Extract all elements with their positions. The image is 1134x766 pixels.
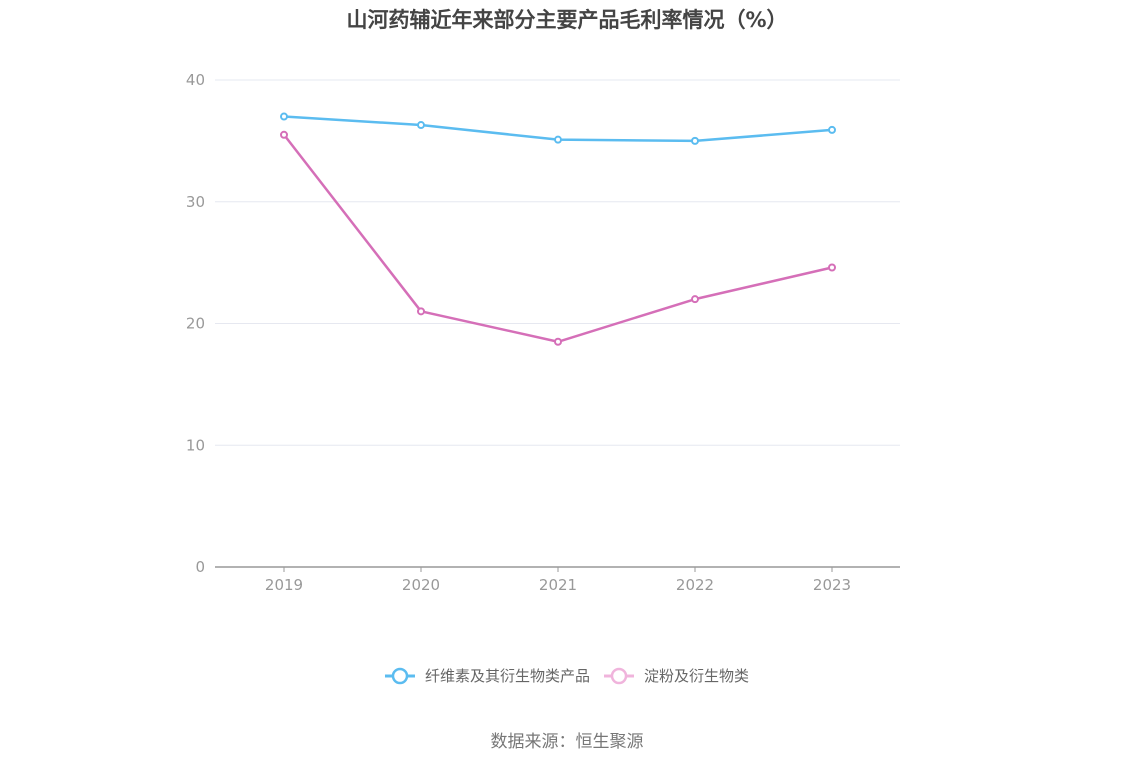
series-line-2 — [283, 134, 833, 344]
y-axis: 0 10 20 30 40 — [186, 71, 205, 576]
series-layer — [280, 112, 836, 346]
grid — [215, 79, 900, 446]
data-point — [280, 112, 288, 121]
data-point — [691, 136, 699, 145]
data-point — [417, 121, 425, 130]
y-tick-label: 40 — [186, 71, 205, 89]
x-tick-label: 2020 — [402, 576, 440, 594]
legend-item-2[interactable]: 淀粉及衍生物类 — [604, 667, 749, 685]
data-point — [828, 263, 836, 272]
x-tick-label: 2023 — [813, 576, 851, 594]
y-tick-label: 0 — [195, 558, 205, 576]
x-axis: 2019 2020 2021 2022 2023 — [215, 566, 900, 594]
y-tick-label: 30 — [186, 193, 205, 211]
legend-marker-circle — [610, 667, 628, 685]
data-point — [554, 135, 562, 144]
data-point — [554, 337, 562, 346]
source-note: 数据来源：恒生聚源 — [491, 732, 644, 752]
legend-item-1[interactable]: 纤维素及其衍生物类产品 — [384, 667, 590, 685]
x-tick-label: 2019 — [265, 576, 303, 594]
legend[interactable]: 纤维素及其衍生物类产品 淀粉及衍生物类 — [384, 667, 749, 685]
y-tick-label: 10 — [186, 436, 205, 454]
data-point — [828, 125, 836, 134]
legend-label: 淀粉及衍生物类 — [644, 667, 749, 685]
x-tick-label: 2021 — [539, 576, 577, 594]
data-point — [417, 307, 425, 316]
data-point — [280, 130, 288, 139]
x-tick-label: 2022 — [676, 576, 714, 594]
data-point — [691, 295, 699, 304]
legend-label: 纤维素及其衍生物类产品 — [425, 667, 590, 685]
y-tick-label: 20 — [186, 315, 205, 333]
chart-title: 山河药辅近年来部分主要产品毛利率情况（%） — [346, 8, 787, 32]
legend-marker-circle — [391, 667, 409, 685]
